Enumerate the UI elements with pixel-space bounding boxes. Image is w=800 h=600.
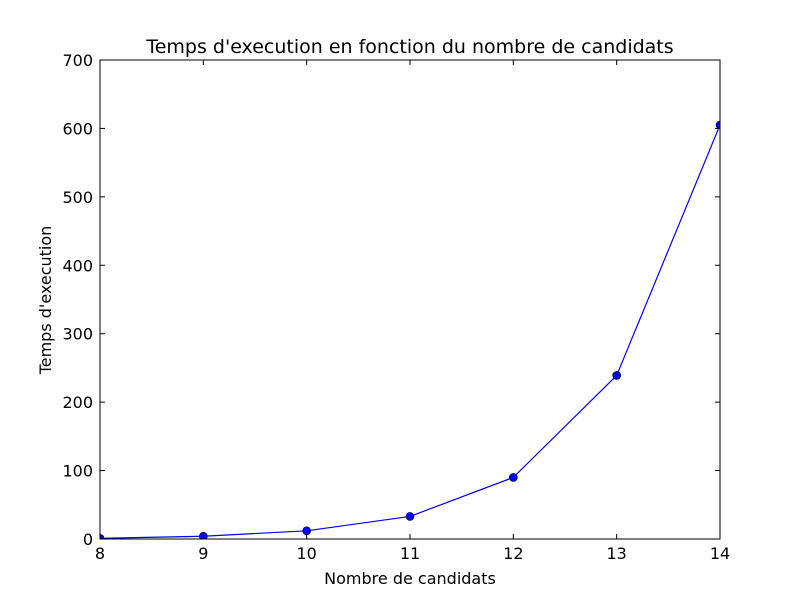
series-0 [100, 120, 720, 539]
y-tick-label: 700 [62, 51, 93, 70]
y-tick-label: 600 [62, 119, 93, 138]
x-tick-label: 9 [198, 544, 208, 563]
y-axis-ticks: 0 100 200 300 400 500 600 700 [62, 51, 720, 549]
data-point [612, 371, 621, 380]
plot-frame [99, 59, 721, 540]
x-tick-label: 8 [95, 544, 105, 563]
y-tick-label: 500 [62, 188, 93, 207]
data-point [405, 512, 415, 521]
y-tick-label: 300 [62, 325, 93, 344]
y-tick-label: 200 [62, 393, 93, 412]
series-line [100, 124, 720, 539]
y-tick-label: 0 [83, 530, 93, 549]
x-tick-label: 11 [400, 544, 420, 563]
y-axis-title: Temps d'execution [36, 226, 55, 376]
x-tick-label: 10 [296, 544, 316, 563]
data-point [199, 531, 208, 539]
chart-title: Temps d'execution en fonction du nombre … [145, 36, 673, 58]
data-point [509, 473, 518, 482]
x-tick-label: 12 [503, 544, 523, 563]
data-point [100, 534, 105, 539]
x-tick-label: 14 [710, 544, 730, 563]
x-axis-ticks: 8 9 10 11 12 13 14 [95, 60, 730, 563]
x-tick-label: 13 [606, 544, 626, 563]
data-point [302, 526, 311, 536]
y-tick-label: 100 [62, 462, 93, 481]
y-tick-label: 400 [62, 256, 93, 275]
x-axis-title: Nombre de candidats [324, 569, 496, 588]
data-point [715, 120, 720, 130]
series-layer [100, 120, 720, 539]
